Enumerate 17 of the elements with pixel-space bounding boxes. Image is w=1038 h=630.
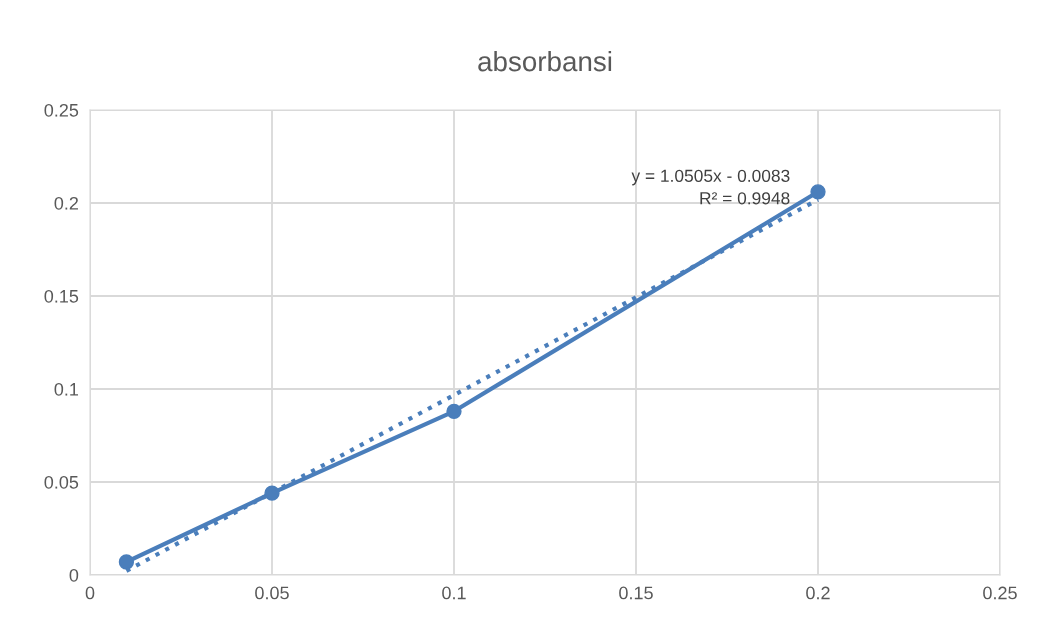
x-tick-label: 0.15 bbox=[619, 586, 653, 600]
y-tick-label: 0.05 bbox=[44, 475, 79, 489]
point bbox=[118, 554, 135, 570]
chart-title: absorbansi bbox=[478, 50, 612, 72]
annotation: y = 1.0505x - 0.0083 R² = 0.9948 bbox=[631, 169, 790, 205]
point bbox=[446, 403, 462, 419]
x-tick-label: 0.2 bbox=[806, 586, 830, 600]
x-tick-label: 0.05 bbox=[255, 586, 289, 600]
x-tick-label: 0 bbox=[85, 586, 95, 600]
y-tick-label: 0.25 bbox=[44, 103, 79, 117]
y-tick-label: 0.2 bbox=[54, 196, 78, 210]
y-tick-label: 0 bbox=[69, 568, 79, 582]
x-tick-label: 0.1 bbox=[442, 586, 466, 600]
y-tick-label: 0.1 bbox=[54, 382, 79, 396]
y-tick-label: 0.15 bbox=[44, 289, 79, 303]
x-tick-label: 0.25 bbox=[983, 586, 1017, 600]
point bbox=[810, 184, 826, 200]
